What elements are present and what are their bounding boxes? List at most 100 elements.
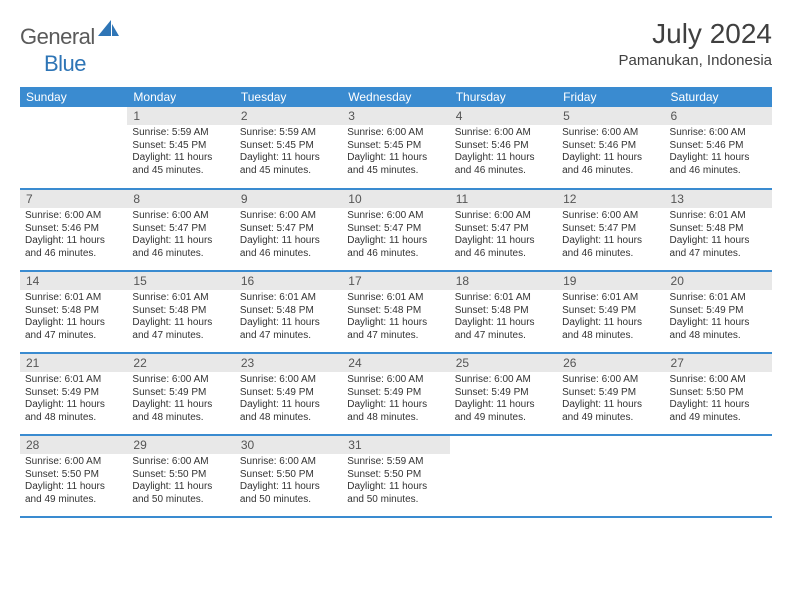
calendar-day-cell: 5Sunrise: 6:00 AMSunset: 5:46 PMDaylight… bbox=[557, 107, 664, 189]
sunset-line: Sunset: 5:47 PM bbox=[347, 223, 421, 234]
sunrise-line: Sunrise: 6:00 AM bbox=[562, 127, 638, 138]
calendar-day-cell: 14 Sunrise: 6:01 AM Sunset: 5:48 PMDayligh… bbox=[20, 271, 127, 353]
sunrise-line: Sunrise: 6:00 AM bbox=[347, 374, 423, 385]
day-number: 28 bbox=[20, 436, 127, 454]
day-content: Sunrise: 6:00 AMSunset: 5:49 PMDaylight:… bbox=[450, 372, 557, 428]
sunrise-line: Sunrise: 6:01 AM bbox=[25, 374, 101, 385]
sunrise-line: Sunrise: 6:01 AM bbox=[25, 292, 101, 303]
sunset-line: Sunset: 5:49 PM bbox=[347, 387, 421, 398]
weekday-header: Thursday bbox=[450, 87, 557, 107]
day-number: 13 bbox=[665, 190, 772, 208]
day-number: 2 bbox=[235, 107, 342, 125]
day-number: 8 bbox=[127, 190, 234, 208]
sunset-line: Sunset: 5:49 PM bbox=[25, 387, 99, 398]
calendar-week-row: 7Sunrise: 6:00 AMSunset: 5:46 PMDaylight… bbox=[20, 189, 772, 271]
daylight-line: Daylight: 11 hours and 46 minutes. bbox=[562, 235, 642, 259]
daylight-line: Daylight: 11 hours and 47 minutes. bbox=[347, 317, 427, 341]
day-number: 14 bbox=[20, 272, 127, 290]
calendar-page: General July 2024 Pamanukan, Indonesia B… bbox=[0, 0, 792, 536]
day-content: Sunrise: 6:00 AMSunset: 5:46 PMDaylight:… bbox=[557, 125, 664, 181]
day-content: Sunrise: 6:01 AMSunset: 5:49 PMDaylight:… bbox=[557, 290, 664, 346]
daylight-line: Daylight: 11 hours and 46 minutes. bbox=[132, 235, 212, 259]
location: Pamanukan, Indonesia bbox=[619, 52, 772, 69]
sunrise-line: Sunrise: 6:00 AM bbox=[670, 127, 746, 138]
daylight-line: Daylight: 11 hours and 46 minutes. bbox=[455, 152, 535, 176]
day-content: Sunrise: 6:00 AMSunset: 5:49 PMDaylight:… bbox=[557, 372, 664, 428]
day-content: Sunrise: 6:00 AM Sunset: 5:47 PMDaylight:… bbox=[342, 208, 449, 264]
sunrise-line: Sunrise: 6:01 AM bbox=[562, 292, 638, 303]
calendar-day-cell: 31Sunrise: 5:59 AMSunset: 5:50 PMDayligh… bbox=[342, 435, 449, 517]
sunrise-line: Sunrise: 6:01 AM bbox=[347, 292, 423, 303]
daylight-line: Daylight: 11 hours and 45 minutes. bbox=[132, 152, 212, 176]
sunset-line: Sunset: 5:48 PM bbox=[132, 305, 206, 316]
daylight-line: Daylight: 11 hours and 49 minutes. bbox=[455, 399, 535, 423]
calendar-day-cell: 18Sunrise: 6:01 AMSunset: 5:48 PMDayligh… bbox=[450, 271, 557, 353]
weekday-header-row: Sunday Monday Tuesday Wednesday Thursday… bbox=[20, 87, 772, 107]
day-number: 31 bbox=[342, 436, 449, 454]
daylight-line: Daylight: 11 hours and 46 minutes. bbox=[562, 152, 642, 176]
calendar-day-cell: 11Sunrise: 6:00 AMSunset: 5:47 PMDayligh… bbox=[450, 189, 557, 271]
day-content: Sunrise: 5:59 AMSunset: 5:45 PMDaylight:… bbox=[235, 125, 342, 181]
logo: General bbox=[20, 18, 120, 50]
calendar-day-cell: 23Sunrise: 6:00 AMSunset: 5:49 PMDayligh… bbox=[235, 353, 342, 435]
sunrise-line: Sunrise: 6:00 AM bbox=[347, 210, 423, 221]
calendar-day-cell: 9Sunrise: 6:00 AMSunset: 5:47 PMDaylight… bbox=[235, 189, 342, 271]
sunset-line: Sunset: 5:47 PM bbox=[132, 223, 206, 234]
calendar-day-cell: 10Sunrise: 6:00 AMSunset: 5:47 PMDayligh… bbox=[342, 189, 449, 271]
daylight-line: Daylight: 11 hours and 48 minutes. bbox=[347, 399, 427, 423]
daylight-line: Daylight: 11 hours and 45 minutes. bbox=[240, 152, 320, 176]
sunrise-line: Sunrise: 6:01 AM bbox=[240, 292, 316, 303]
sunset-line: Sunset: 5:46 PM bbox=[670, 140, 744, 151]
sunset-line: Sunset: 5:49 PM bbox=[562, 305, 636, 316]
sunset-line: Sunset: 5:50 PM bbox=[132, 469, 206, 480]
calendar-day-cell: 20Sunrise: 6:01 AMSunset: 5:49 PMDayligh… bbox=[665, 271, 772, 353]
daylight-line: Daylight: 11 hours and 46 minutes. bbox=[455, 235, 535, 259]
sunrise-line: Sunrise: 6:00 AM bbox=[240, 456, 316, 467]
day-content: Sunrise: 5:59 AMSunset: 5:45 PMDaylight:… bbox=[127, 125, 234, 181]
calendar-day-cell: 27Sunrise: 6:00 AMSunset: 5:50 PMDayligh… bbox=[665, 353, 772, 435]
calendar-day-cell: 15Sunrise: 6:01 AMSunset: 5:48 PMDayligh… bbox=[127, 271, 234, 353]
sunrise-line: Sunrise: 6:01 AM bbox=[455, 292, 531, 303]
day-content: Sunrise: 6:00 AMSunset: 5:50 PMDaylight:… bbox=[665, 372, 772, 428]
sunset-line: Sunset: 5:48 PM bbox=[347, 305, 421, 316]
weekday-header: Tuesday bbox=[235, 87, 342, 107]
calendar-day-cell: 13Sunrise: 6:01 AMSunset: 5:48 PMDayligh… bbox=[665, 189, 772, 271]
day-number: 7 bbox=[20, 190, 127, 208]
day-content: Sunrise: 6:00 AMSunset: 5:47 PMDaylight:… bbox=[450, 208, 557, 264]
calendar-day-cell: 17Sunrise: 6:01 AMSunset: 5:48 PMDayligh… bbox=[342, 271, 449, 353]
daylight-line: Daylight: 11 hours and 47 minutes. bbox=[25, 317, 105, 341]
sunrise-line: Sunrise: 6:00 AM bbox=[562, 210, 638, 221]
day-content: Sunrise: 5:59 AMSunset: 5:50 PMDaylight:… bbox=[342, 454, 449, 510]
sunset-line: Sunset: 5:48 PM bbox=[455, 305, 529, 316]
day-number: 16 bbox=[235, 272, 342, 290]
calendar-day-cell: 4Sunrise: 6:00 AMSunset: 5:46 PMDaylight… bbox=[450, 107, 557, 189]
weekday-header: Wednesday bbox=[342, 87, 449, 107]
daylight-line: Daylight: 11 hours and 46 minutes. bbox=[347, 235, 427, 259]
day-content: Sunrise: 6:01 AMSunset: 5:48 PMDaylight:… bbox=[450, 290, 557, 346]
sunset-line: Sunset: 5:48 PM bbox=[25, 305, 99, 316]
logo-sail-icon bbox=[98, 20, 120, 43]
calendar-day-cell: 29Sunrise: 6:00 AMSunset: 5:50 PMDayligh… bbox=[127, 435, 234, 517]
day-content: Sunrise: 6:00 AMSunset: 5:50 PMDaylight:… bbox=[20, 454, 127, 510]
daylight-line: Daylight: 11 hours and 46 minutes. bbox=[240, 235, 320, 259]
logo-text-general: General bbox=[20, 24, 95, 50]
day-content: Sunrise: 6:00 AM Sunset: 5:49 PMDaylight:… bbox=[342, 372, 449, 428]
sunset-line: Sunset: 5:50 PM bbox=[670, 387, 744, 398]
day-number: 9 bbox=[235, 190, 342, 208]
calendar-day-cell: 16Sunrise: 6:01 AMSunset: 5:48 PMDayligh… bbox=[235, 271, 342, 353]
day-content: Sunrise: 6:01 AMSunset: 5:48 PMDaylight:… bbox=[235, 290, 342, 346]
sunrise-line: Sunrise: 6:00 AM bbox=[132, 210, 208, 221]
daylight-line: Daylight: 11 hours and 47 minutes. bbox=[670, 235, 750, 259]
day-content: Sunrise: 6:00 AMSunset: 5:50 PMDaylight:… bbox=[235, 454, 342, 510]
daylight-line: Daylight: 11 hours and 50 minutes. bbox=[347, 481, 427, 505]
daylight-line: Daylight: 11 hours and 48 minutes. bbox=[25, 399, 105, 423]
daylight-line: Daylight: 11 hours and 50 minutes. bbox=[240, 481, 320, 505]
sunset-line: Sunset: 5:48 PM bbox=[670, 223, 744, 234]
day-number: 12 bbox=[557, 190, 664, 208]
sunset-line: Sunset: 5:47 PM bbox=[240, 223, 314, 234]
calendar-day-cell: 6Sunrise: 6:00 AMSunset: 5:46 PMDaylight… bbox=[665, 107, 772, 189]
calendar-day-cell: 25Sunrise: 6:00 AMSunset: 5:49 PMDayligh… bbox=[450, 353, 557, 435]
sunrise-line: Sunrise: 6:00 AM bbox=[240, 374, 316, 385]
weekday-header: Friday bbox=[557, 87, 664, 107]
daylight-line: Daylight: 11 hours and 48 minutes. bbox=[132, 399, 212, 423]
